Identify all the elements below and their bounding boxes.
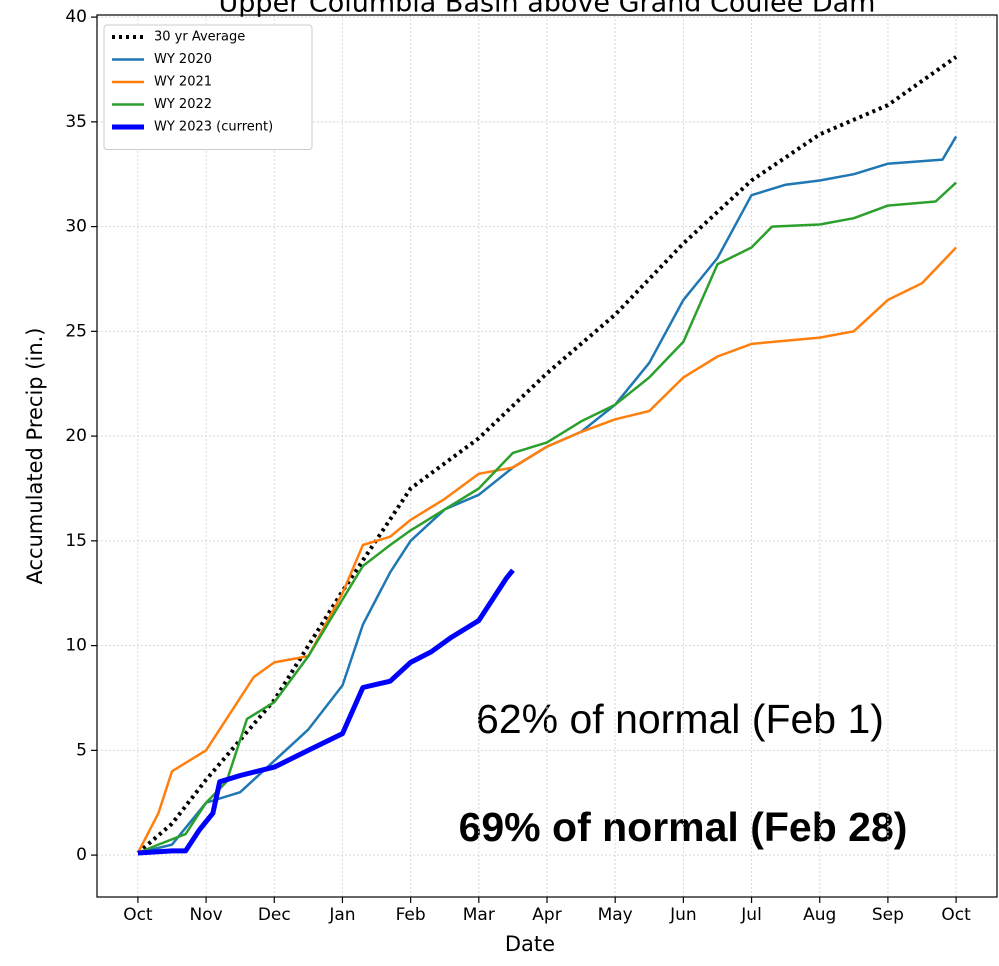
legend-label: 30 yr Average bbox=[154, 30, 245, 45]
series-line bbox=[137, 181, 957, 855]
x-axis-label: Date bbox=[505, 932, 555, 956]
legend-label: WY 2022 bbox=[154, 97, 212, 112]
x-tick-label: May bbox=[598, 905, 633, 925]
series-line bbox=[136, 55, 958, 855]
x-tick-label: Aug bbox=[803, 905, 836, 925]
x-tick-label: Mar bbox=[463, 905, 495, 925]
y-tick-label: 10 bbox=[65, 636, 87, 656]
x-tick-label: Sep bbox=[872, 905, 904, 925]
x-tick-label: Jun bbox=[669, 905, 697, 925]
x-tick-label: Oct bbox=[123, 905, 153, 925]
y-tick-label: 5 bbox=[76, 740, 87, 760]
y-tick-label: 40 bbox=[65, 7, 87, 27]
x-tick-label: Jul bbox=[740, 905, 762, 925]
x-tick-label: Dec bbox=[258, 905, 291, 925]
y-tick-label: 15 bbox=[65, 531, 87, 551]
series-line bbox=[137, 568, 515, 856]
x-tick-label: Feb bbox=[396, 905, 426, 925]
annotation: 69% of normal (Feb 28) bbox=[459, 804, 908, 850]
y-tick-label: 30 bbox=[65, 217, 87, 237]
x-tick-label: Apr bbox=[532, 905, 561, 925]
y-axis-label: Accumulated Precip (in.) bbox=[23, 327, 47, 584]
x-tick-label: Oct bbox=[941, 905, 971, 925]
plot-frame bbox=[96, 14, 998, 898]
annotation: 62% of normal (Feb 1) bbox=[476, 696, 884, 742]
y-tick-label: 0 bbox=[76, 845, 87, 865]
y-tick-label: 35 bbox=[65, 112, 87, 132]
y-tick-label: 20 bbox=[65, 426, 87, 446]
y-tick-label: 25 bbox=[65, 321, 87, 341]
legend-label: WY 2020 bbox=[154, 52, 212, 67]
legend-box bbox=[103, 24, 313, 150]
legend-label: WY 2021 bbox=[154, 75, 212, 90]
legend-label: WY 2023 (current) bbox=[154, 120, 273, 135]
x-tick-label: Jan bbox=[328, 905, 355, 925]
x-tick-label: Nov bbox=[189, 905, 222, 925]
chart-title: Upper Columbia Basin above Grand Coulee … bbox=[219, 0, 876, 19]
series-line bbox=[136, 246, 958, 854]
